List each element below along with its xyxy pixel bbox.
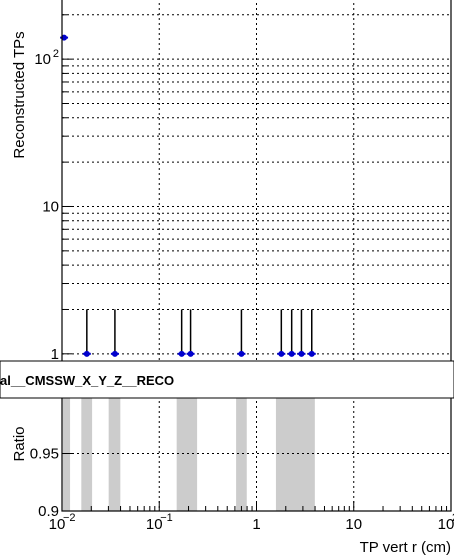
ratio-shaded-bin	[176, 396, 198, 511]
x-tick-label: 10	[49, 516, 66, 533]
top-grid	[62, 0, 451, 362]
ratio-ticks: 10−210−11101020.90.95	[30, 446, 454, 534]
data-point	[298, 350, 305, 357]
x-tick-exponent: −2	[63, 512, 76, 524]
data-point	[187, 350, 194, 357]
top-y-tick-label: 10	[42, 198, 59, 215]
ratio-shaded-bin	[236, 396, 247, 511]
top-y-tick-label: 10	[34, 51, 51, 68]
ratio-y-tick-label: 0.9	[38, 503, 59, 520]
top-y-tick-label: 1	[51, 346, 59, 363]
data-point	[111, 350, 118, 357]
ratio-grid	[62, 396, 451, 511]
x-tick-exponent: 2	[452, 512, 454, 524]
x-tick-label: 10	[146, 516, 163, 533]
x-tick-label: 10	[345, 516, 362, 533]
x-tick-label: 1	[252, 516, 260, 533]
data-point	[178, 350, 185, 357]
top-y-tick-exponent: 2	[53, 48, 59, 60]
legend-entry: al__CMSSW_X_Y_Z__RECO	[0, 373, 174, 388]
data-point	[288, 350, 295, 357]
ratio-shaded-bin	[108, 396, 121, 511]
x-tick-exponent: −1	[160, 512, 173, 524]
legend-box: al__CMSSW_X_Y_Z__RECO	[0, 360, 454, 399]
ratio-shaded-bin	[275, 396, 315, 511]
x-axis-label: TP vert r (cm)	[360, 539, 451, 555]
legend-frame	[0, 360, 454, 399]
data-point	[238, 350, 245, 357]
data-point	[308, 350, 315, 357]
ratio-y-tick-label: 0.95	[30, 446, 59, 463]
data-point	[83, 350, 90, 357]
ratio-plot-panel: 10−210−11101020.90.95 Ratio TP vert r (c…	[11, 395, 454, 555]
x-tick-label: 10	[438, 516, 454, 533]
data-point	[278, 350, 285, 357]
ratio-shaded-bin	[81, 396, 93, 511]
top-data-marks	[60, 34, 316, 357]
ratio-y-axis-label: Ratio	[11, 426, 28, 461]
top-y-axis-label: Reconstructed TPs	[11, 31, 28, 158]
